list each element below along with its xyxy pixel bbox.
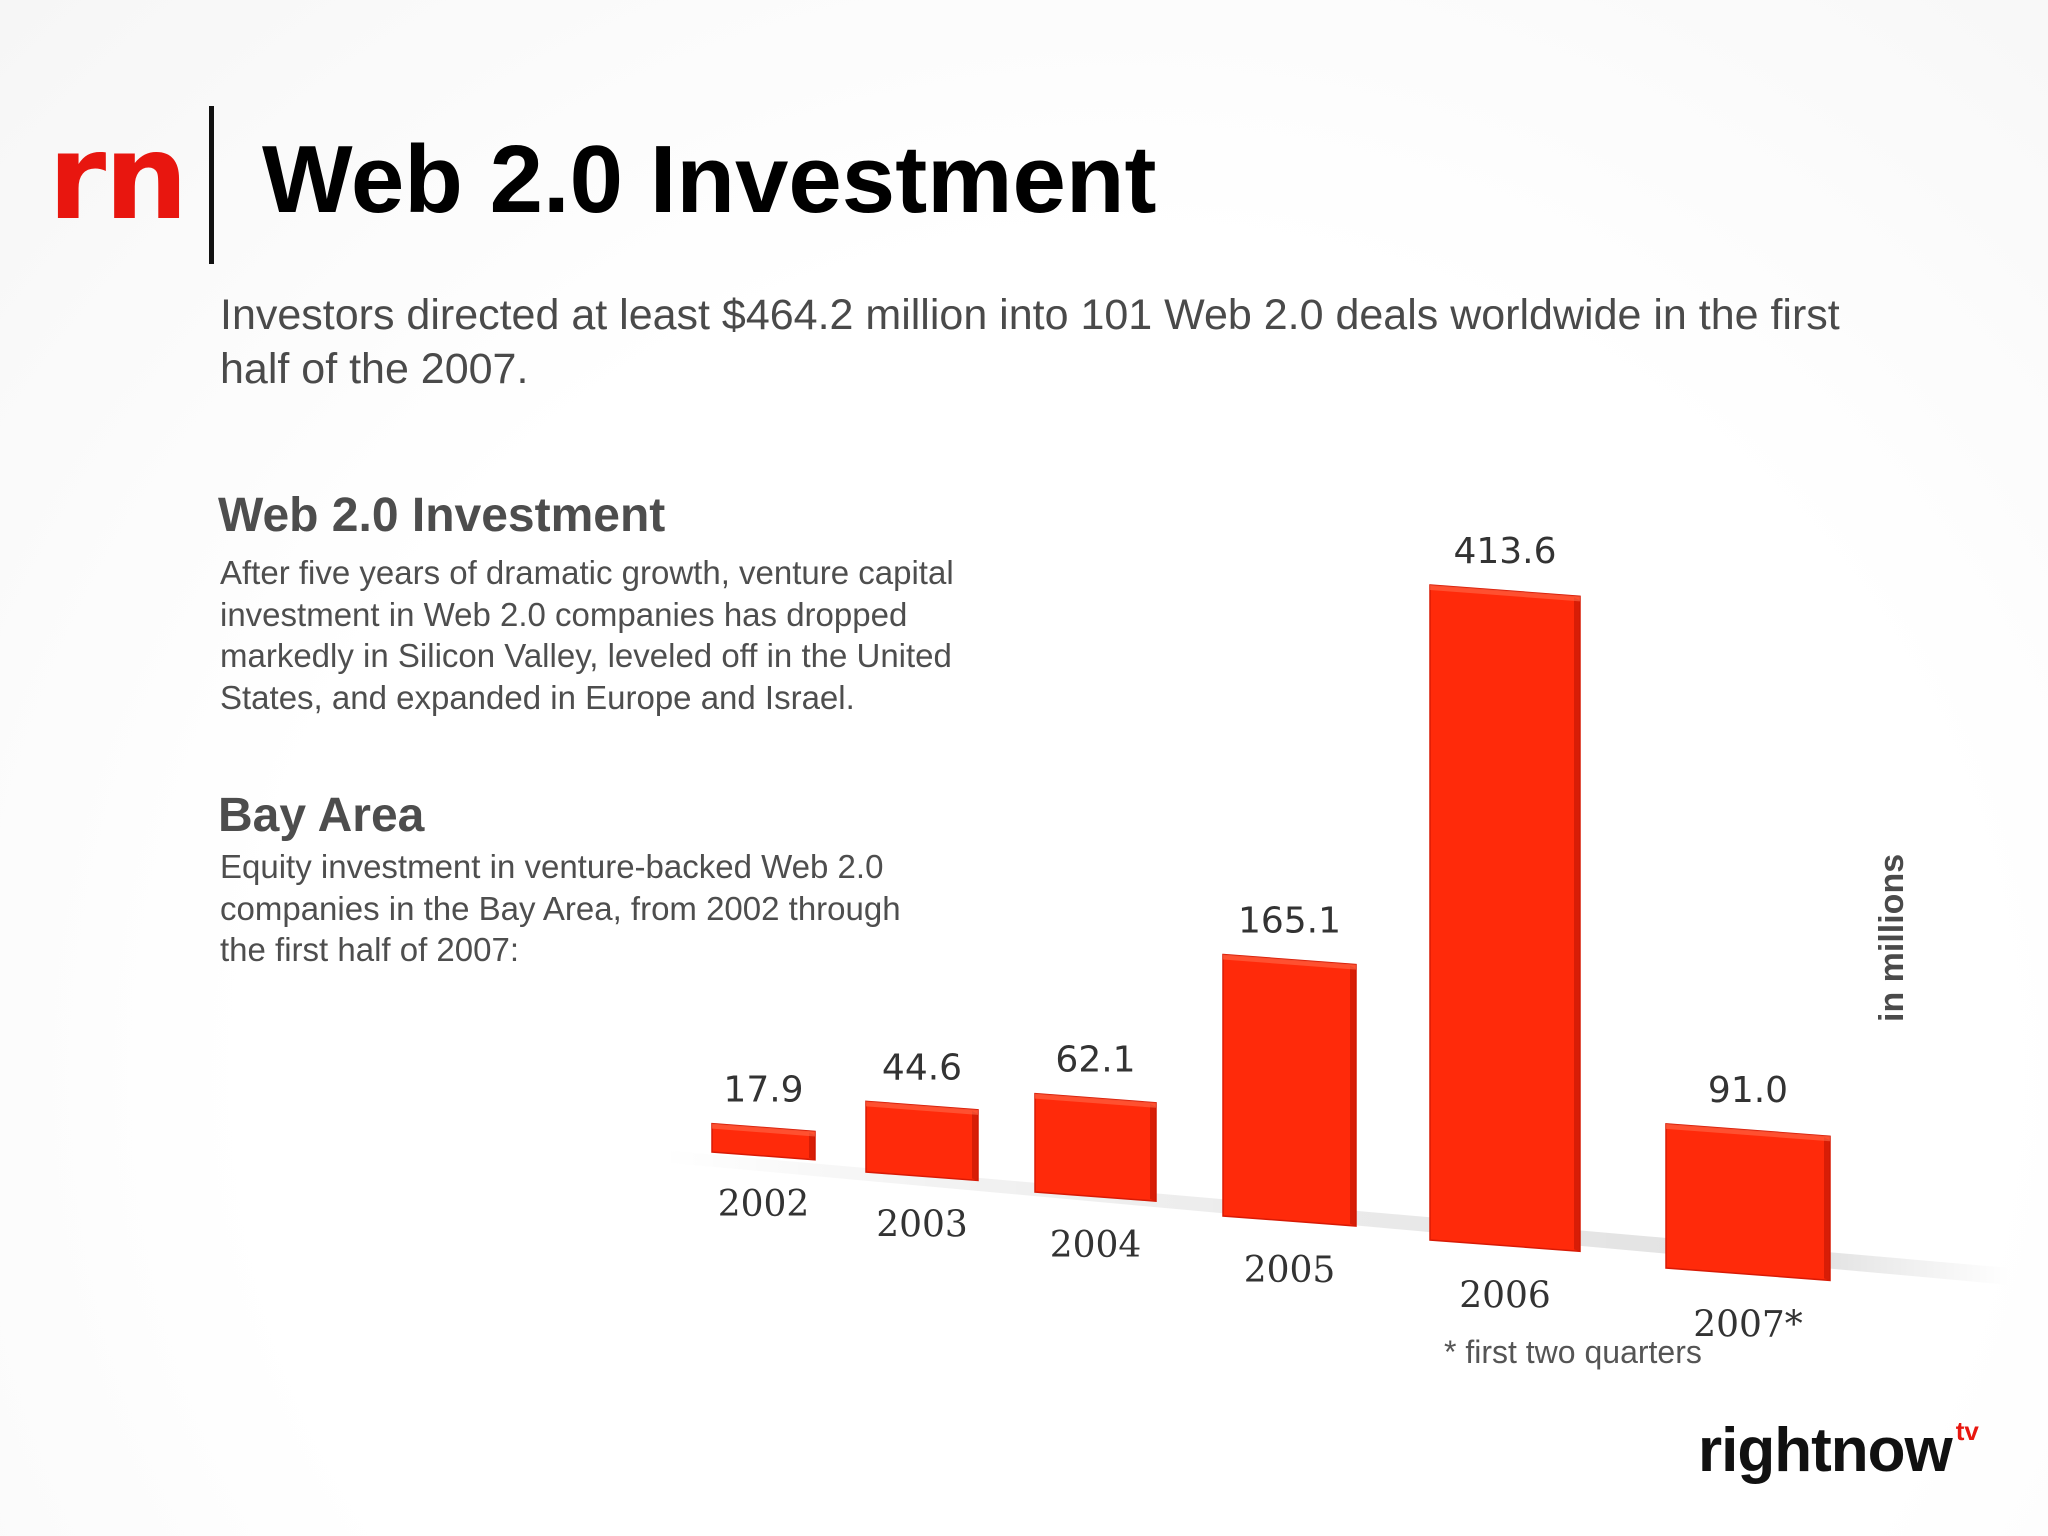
y-axis-label: in millions: [1873, 853, 1911, 1022]
bars-group: 17.9 2002 44.6 2003 62.1 2004 165.1 2005 413.6 20…: [711, 531, 1831, 1345]
category-label-2007: 2007*: [1693, 1304, 1803, 1345]
bar-top-2004: [1035, 1093, 1156, 1108]
bar-2004: [1034, 1092, 1157, 1202]
section-heading-web20: Web 2.0 Investment: [218, 489, 666, 542]
value-label-2002: 17.9: [723, 1070, 803, 1111]
value-label-2003: 44.6: [882, 1047, 962, 1088]
value-label-2005: 165.1: [1238, 901, 1341, 942]
value-label-2006: 413.6: [1453, 531, 1556, 572]
bar-top-2006: [1430, 585, 1580, 602]
category-label-2006: 2006: [1459, 1275, 1551, 1316]
bar-edge-2004: [1150, 1103, 1156, 1202]
bar-edge-2003: [972, 1110, 978, 1181]
header-divider: [209, 106, 214, 264]
brand-suffix: tv: [1955, 1416, 1979, 1446]
bar-edge-2007: [1824, 1137, 1830, 1281]
brand-name: rightnow: [1698, 1416, 1953, 1485]
category-label-2005: 2005: [1244, 1250, 1336, 1291]
bar-top-2005: [1223, 954, 1356, 970]
bar-2006: [1429, 584, 1581, 1253]
value-label-2004: 62.1: [1055, 1040, 1135, 1081]
chart-footnote: * first two quarters: [1444, 1334, 1702, 1370]
bar-2005: [1222, 953, 1357, 1227]
category-label-2003: 2003: [876, 1204, 968, 1245]
section-heading-bay-area: Bay Area: [218, 789, 425, 842]
bar-top-2003: [866, 1101, 978, 1115]
bar-edge-2006: [1574, 597, 1580, 1252]
page-subtitle: Investors directed at least $464.2 milli…: [220, 291, 1840, 393]
bar-top-2002: [712, 1123, 815, 1137]
category-label-2002: 2002: [718, 1184, 810, 1225]
bar-2007: [1665, 1123, 1831, 1282]
bar-edge-2005: [1350, 965, 1356, 1227]
page-title: Web 2.0 Investment: [262, 126, 1157, 233]
category-label-2004: 2004: [1050, 1225, 1142, 1266]
value-label-2007: 91.0: [1708, 1070, 1788, 1111]
rightnowtv-logo: rightnow tv: [1698, 1418, 1979, 1482]
bar-top-2007: [1666, 1123, 1830, 1142]
rn-logo: rn: [48, 108, 188, 246]
section-body-web20: After five years of dramatic growth, ven…: [220, 554, 954, 716]
bar-edge-2002: [809, 1132, 815, 1160]
section-body-bay-area: Equity investment in venture-backed Web …: [220, 848, 901, 968]
